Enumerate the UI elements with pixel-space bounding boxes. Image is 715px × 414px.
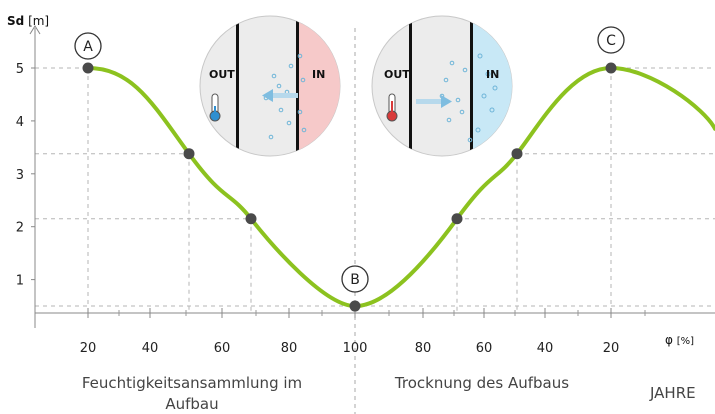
- caption-years: JAHRE: [649, 384, 696, 402]
- x-tick-label: 20: [603, 341, 620, 356]
- y-tick-label: 5: [16, 62, 24, 77]
- curve-markers: A B C: [74, 26, 625, 293]
- inset-right-in-label: IN: [486, 68, 499, 81]
- caption-accumulation-line1: Feuchtigkeitsansammlung im: [82, 374, 302, 392]
- moisture-bubbles-icon: [263, 53, 307, 140]
- marker-circle: [341, 265, 369, 293]
- y-tick-label: 1: [16, 274, 24, 289]
- arrow-left-icon: [262, 89, 298, 102]
- x-tick-label: 60: [476, 341, 493, 356]
- marker-label: B: [350, 272, 360, 288]
- inset-cold-zone: [472, 16, 512, 156]
- data-point: [82, 62, 94, 74]
- inset-left-in-label: IN: [312, 68, 325, 81]
- moisture-bubbles-icon-2: [439, 53, 498, 143]
- x-axis-title: φ [%]: [665, 333, 694, 347]
- arrow-right-icon: [416, 95, 452, 108]
- x-ticks: 20 40 60 80 100 80 60 40 20: [80, 308, 646, 356]
- y-axis-title: Sd [m]: [7, 14, 49, 28]
- inset-left-out-label: OUT: [209, 68, 235, 81]
- marker-circle: [74, 32, 102, 60]
- x-tick-label: 100: [343, 341, 368, 356]
- x-tick-label: 20: [80, 341, 97, 356]
- y-tick-label: 2: [16, 221, 24, 236]
- inset-wall-inner-2: [470, 16, 473, 156]
- marker-circle: [597, 26, 625, 54]
- caption-accumulation-line2: Aufbau: [165, 395, 218, 413]
- x-tick-label: 80: [415, 341, 432, 356]
- inset-drying: OUT IN: [371, 15, 513, 157]
- grid-lines: [35, 67, 715, 313]
- data-point: [605, 62, 617, 74]
- x-tick-label: 40: [537, 341, 554, 356]
- x-tick-label: 60: [214, 341, 231, 356]
- inset-wall-outer-2: [409, 16, 412, 156]
- y-ticks: 1 2 3 4 5: [16, 62, 35, 289]
- thermometer-cold-icon: [209, 93, 221, 122]
- inset-wall-outer: [236, 16, 239, 156]
- thermometer-warm-icon: [386, 93, 398, 122]
- x-tick-label: 80: [281, 341, 298, 356]
- y-tick-label: 4: [16, 115, 24, 130]
- inset-wall-inner: [296, 16, 299, 156]
- data-point: [183, 148, 195, 160]
- y-axis-arrow: [29, 25, 41, 35]
- marker-label: C: [606, 33, 616, 49]
- inset-warm-zone: [298, 16, 340, 156]
- data-point: [349, 300, 361, 312]
- data-point: [451, 213, 463, 225]
- x-tick-label: 40: [142, 341, 159, 356]
- data-point: [245, 213, 257, 225]
- inset-right-out-label: OUT: [384, 68, 410, 81]
- caption-drying: Trocknung des Aufbaus: [394, 374, 569, 392]
- marker-label: A: [83, 39, 93, 55]
- data-point: [511, 148, 523, 160]
- y-tick-label: 3: [16, 168, 24, 183]
- data-points: [82, 62, 617, 312]
- inset-accumulation: OUT IN: [199, 15, 341, 157]
